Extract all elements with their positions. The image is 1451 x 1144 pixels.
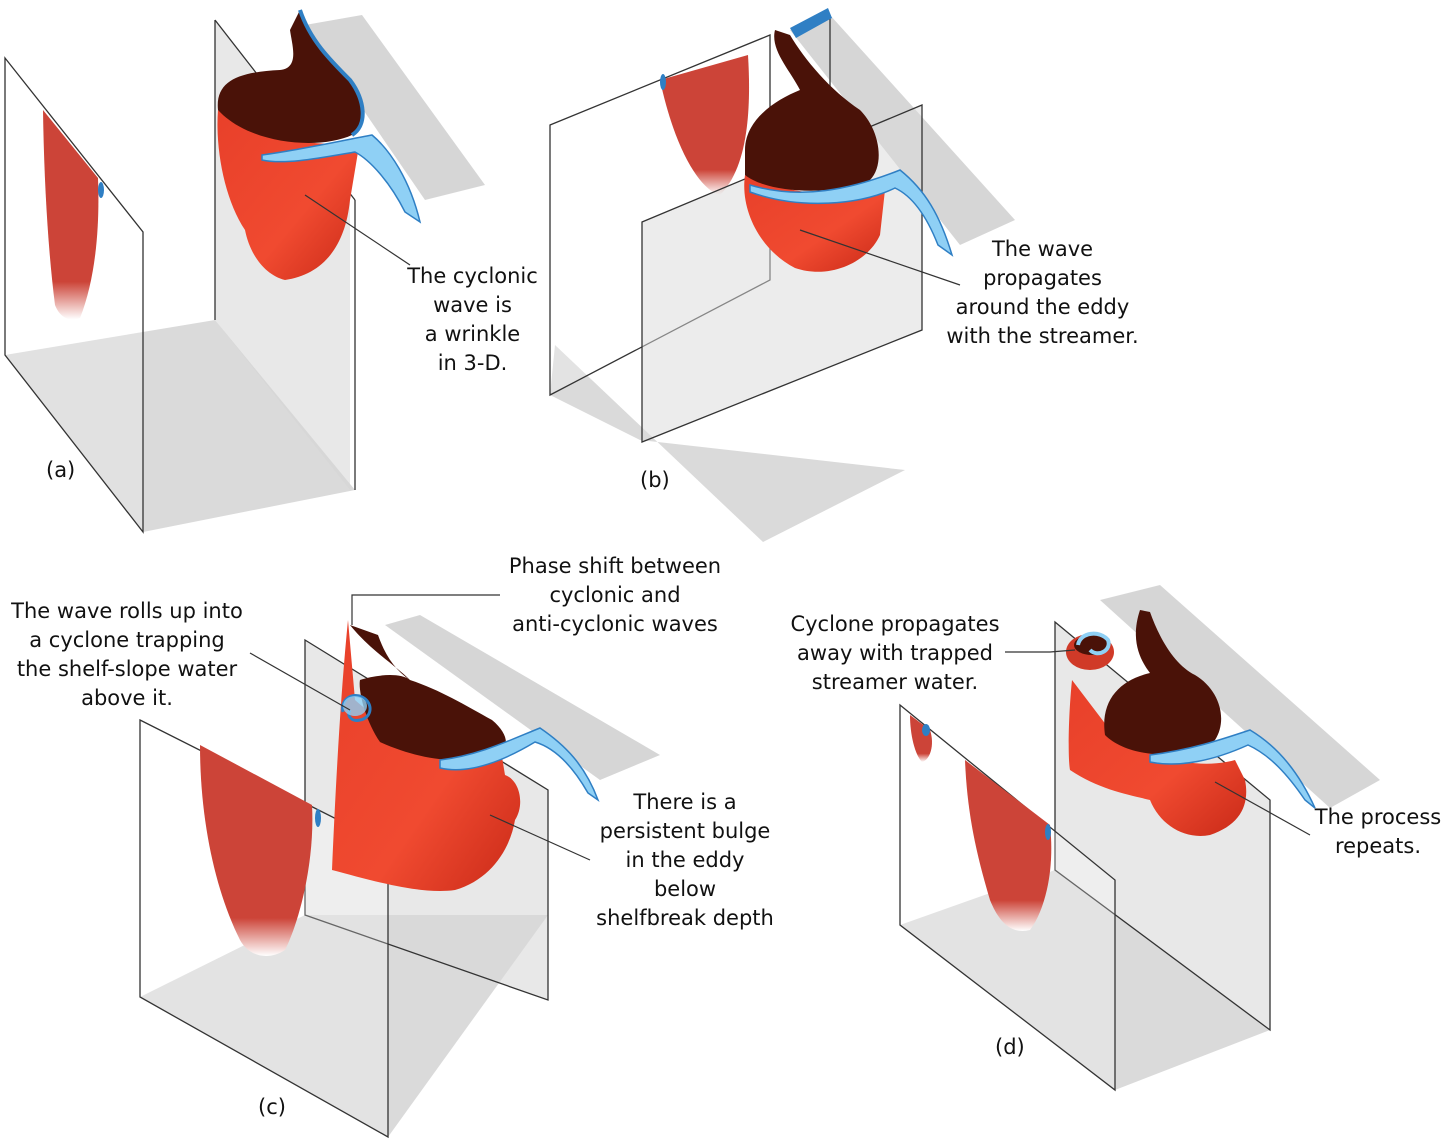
panel-b xyxy=(549,8,1015,542)
streamer xyxy=(1149,729,1316,809)
shelf-top-plane xyxy=(305,15,485,200)
floor-plane xyxy=(140,915,548,1137)
annotation-b-line-2: propagates xyxy=(983,266,1102,290)
annotation-d-right-line-1: The process xyxy=(1314,805,1442,829)
floor-plane xyxy=(900,870,1270,1090)
annotation-c-left-line-4: above it. xyxy=(81,686,173,710)
annotation-leader xyxy=(799,229,961,286)
panel-d xyxy=(899,585,1380,1092)
annotation-d-right-line-2: repeats. xyxy=(1334,834,1422,858)
annotation-c-top-line-1: Phase shift between xyxy=(508,554,722,578)
annotation-c-right-line-4: below xyxy=(653,877,717,901)
annotation-leader-left xyxy=(249,652,351,711)
annotation-c-top-line-3: anti-cyclonic waves xyxy=(512,612,718,636)
annotation-c-left-line-2: a cyclone trapping xyxy=(29,628,225,652)
annotation-leader-right xyxy=(1214,781,1311,836)
panel-a xyxy=(4,9,485,534)
annotation-a-line-1: The cyclonic xyxy=(407,264,538,288)
panel-letter-c: (c) xyxy=(258,1095,286,1119)
streamer xyxy=(749,169,954,257)
annotation-c-top-line-2: cyclonic and xyxy=(549,583,681,607)
section-cyclone-slice xyxy=(910,715,933,762)
annotation-c-top: Phase shift between cyclonic and anti-cy… xyxy=(495,552,735,639)
annotation-d-left-line-1: Cyclone propagates xyxy=(790,612,1000,636)
annotation-d-left: Cyclone propagates away with trapped str… xyxy=(775,610,1015,697)
panel-letter-a: (a) xyxy=(46,458,76,482)
eddy-top xyxy=(745,30,879,191)
floor-plane xyxy=(5,320,355,532)
section-cyclone-spot xyxy=(315,809,321,827)
eddy-top xyxy=(217,10,362,143)
section-eddy-slice xyxy=(660,55,750,195)
panel-letter-b: (b) xyxy=(640,468,670,492)
annotation-d-left-line-2: away with trapped xyxy=(797,641,993,665)
section-cyclone-spot xyxy=(660,74,666,90)
annotation-a: The cyclonic wave is a wrinkle in 3-D. xyxy=(395,262,550,378)
annotation-c-right-line-2: persistent bulge xyxy=(599,819,771,843)
annotation-c-right: There is a persistent bulge in the eddy … xyxy=(585,788,785,933)
eddy-top xyxy=(350,625,506,761)
annotation-b-line-3: around the eddy xyxy=(955,295,1130,319)
annotation-c-right-line-1: There is a xyxy=(633,790,737,814)
annotation-leader xyxy=(304,194,411,266)
streamer-surface-strip xyxy=(790,8,832,38)
annotation-a-line-4: in 3-D. xyxy=(437,351,508,375)
section-eddy-slice xyxy=(200,745,313,956)
streamer-edge xyxy=(298,9,365,137)
section-eddy-slice xyxy=(43,110,99,320)
panel-letter-d: (d) xyxy=(995,1035,1025,1059)
annotation-d-right: The process repeats. xyxy=(1305,803,1451,861)
annotation-c-right-line-3: in the eddy xyxy=(625,848,745,872)
annotation-c-left-line-1: The wave rolls up into xyxy=(11,599,243,623)
annotation-b-line-4: with the streamer. xyxy=(946,324,1139,348)
annotation-d-left-line-3: streamer water. xyxy=(811,670,979,694)
floor-plane xyxy=(550,345,905,542)
section-eddy-slice xyxy=(965,760,1052,931)
annotation-a-line-3: a wrinkle xyxy=(424,322,521,346)
eddy-top xyxy=(1104,610,1222,755)
annotation-c-right-line-5: shelfbreak depth xyxy=(596,906,774,930)
panel-c xyxy=(139,594,660,1139)
streamer xyxy=(439,727,600,802)
annotation-leader-left xyxy=(1005,649,1076,653)
annotation-b-line-1: The wave xyxy=(991,237,1094,261)
annotation-c-left-line-3: the shelf-slope water xyxy=(16,657,238,681)
shelf-top-plane xyxy=(1100,585,1380,808)
annotation-leader-right xyxy=(489,814,591,861)
annotation-a-line-2: wave is xyxy=(433,293,512,317)
annotation-b: The wave propagates around the eddy with… xyxy=(930,235,1155,351)
section-cyclone-spot xyxy=(98,182,104,198)
annotation-c-left: The wave rolls up into a cyclone trappin… xyxy=(2,597,252,713)
annotation-leader-top xyxy=(351,594,500,625)
streamer xyxy=(261,134,422,224)
shelf-top-plane xyxy=(385,615,660,780)
